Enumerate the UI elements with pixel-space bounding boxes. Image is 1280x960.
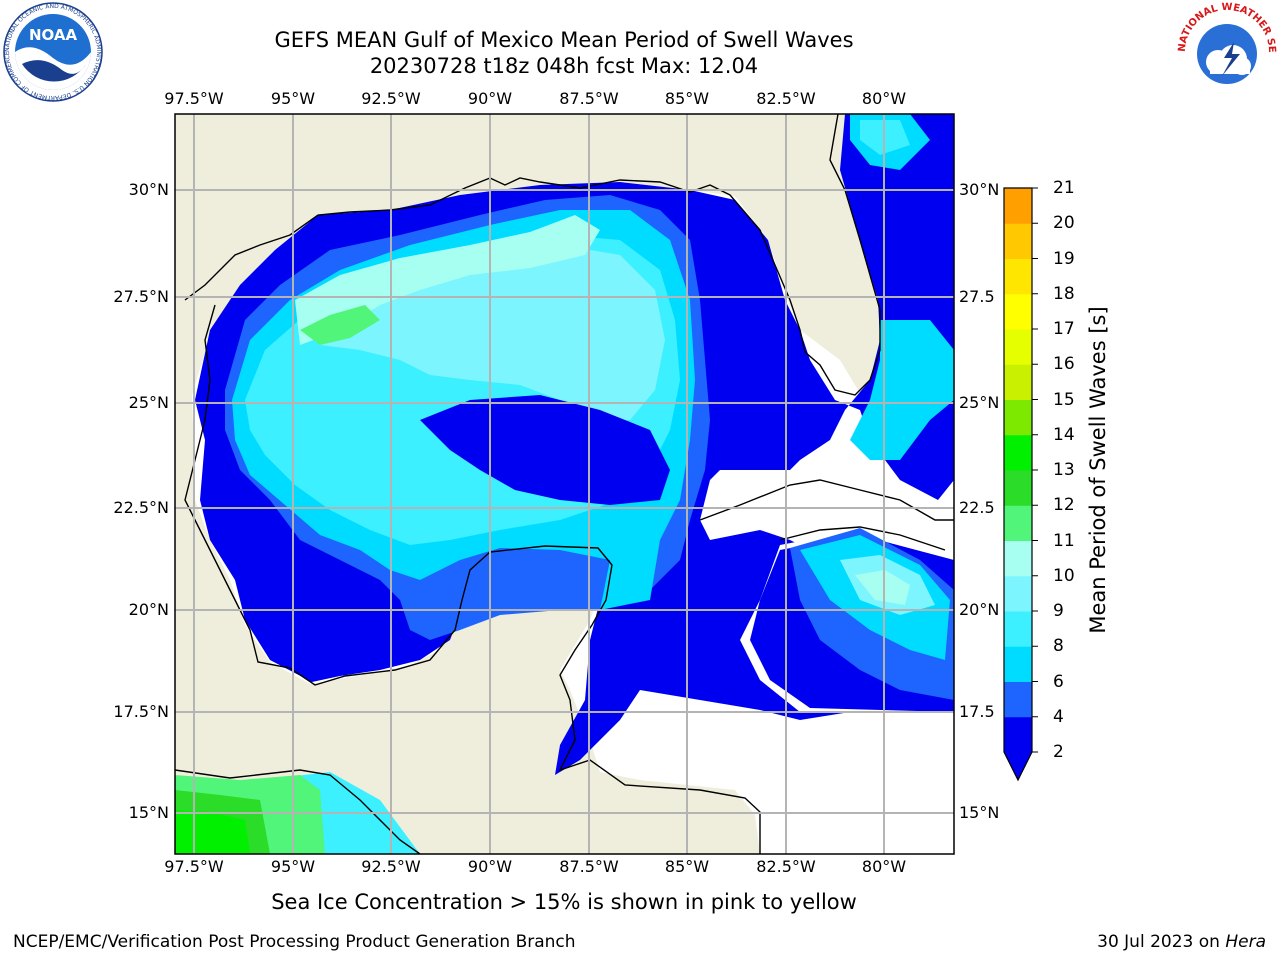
colorbar-block <box>1004 470 1032 506</box>
gulf-deep-low-period-core <box>420 395 670 505</box>
caribbean-swell-10-11s <box>855 570 910 605</box>
colorbar-tick-label: 12 <box>1053 495 1075 516</box>
colorbar-tick-label: 18 <box>1053 283 1075 304</box>
colorbar-block <box>1004 575 1032 612</box>
lon-label-top: 80°W <box>861 89 907 108</box>
lon-label-top: 90°W <box>467 89 513 108</box>
colorbar-block <box>1004 681 1032 718</box>
lat-label-left: 22.5°N <box>113 498 169 517</box>
colorbar-block <box>1004 293 1032 330</box>
colorbar-tick-label: 4 <box>1053 706 1064 727</box>
lat-label-left: 17.5°N <box>113 702 169 721</box>
colorbar-tick-label: 14 <box>1053 424 1075 445</box>
lat-label-right: 15°N <box>959 803 1000 822</box>
colorbar <box>1003 187 1038 782</box>
colorbar-tick-label: 16 <box>1053 354 1075 375</box>
lon-label-top: 82.5°W <box>756 89 816 108</box>
map-frame <box>174 113 955 855</box>
graticule <box>175 114 954 854</box>
colorbar-tick-label: 13 <box>1053 460 1075 480</box>
colorbar-extend-triangle <box>1004 752 1032 780</box>
noaa-logo-text: NOAA <box>29 26 78 44</box>
nws-logo: NATIONAL WEATHER SERVICE <box>1176 2 1277 100</box>
lat-label-left: 30°N <box>128 180 169 199</box>
colorbar-title: Mean Period of Swell Waves [s] <box>1086 306 1110 634</box>
lon-label-bottom: 85°W <box>664 857 710 876</box>
colorbar-block <box>1004 223 1032 259</box>
lon-label-top: 92.5°W <box>361 89 421 108</box>
colorbar-frame <box>1003 187 1033 782</box>
colorbar-tick-label: 11 <box>1053 530 1075 551</box>
lon-label-top: 87.5°W <box>559 89 619 108</box>
colorbar-block <box>1004 434 1032 471</box>
florida-straits-swell <box>850 320 954 460</box>
colorbar-tick-label: 15 <box>1053 389 1075 410</box>
lon-label-bottom: 92.5°W <box>361 857 421 876</box>
lat-label-right: 17.5 <box>959 702 995 721</box>
colorbar-block <box>1004 611 1032 647</box>
colorbar-tick-label: 9 <box>1053 601 1064 621</box>
colorbar-tick-label: 6 <box>1053 671 1064 692</box>
colorbar-tick-label: 19 <box>1053 248 1075 269</box>
lon-label-bottom: 90°W <box>467 857 513 876</box>
coastline <box>175 114 954 854</box>
lat-label-right: 25°N <box>959 393 1000 412</box>
chart-title: GEFS MEAN Gulf of Mexico Mean Period of … <box>274 28 854 52</box>
colorbar-block <box>1004 716 1032 753</box>
lon-label-bottom: 82.5°W <box>756 857 816 876</box>
lon-label-top: 95°W <box>270 89 316 108</box>
colorbar-block <box>1004 540 1032 577</box>
colorbar-block <box>1004 505 1032 541</box>
lat-label-right: 20°N <box>959 600 1000 619</box>
lon-label-bottom: 87.5°W <box>559 857 619 876</box>
colorbar-block <box>1004 646 1032 682</box>
colorbar-block <box>1004 188 1032 224</box>
lat-label-left: 20°N <box>128 600 169 619</box>
lat-label-right: 27.5 <box>959 287 995 306</box>
colorbar-tick-label: 20 <box>1053 213 1075 234</box>
lat-label-right: 30°N <box>959 180 1000 199</box>
run-date: 30 Jul 2023 <box>1097 932 1194 952</box>
gulf-swell-10-11s <box>295 215 600 345</box>
noaa-logo: NATIONAL OCEANIC AND ATMOSPHERIC ADMINIS… <box>3 2 103 102</box>
gulf-swell-11-12s <box>300 305 380 345</box>
lon-label-top: 85°W <box>664 89 710 108</box>
lon-label-bottom: 80°W <box>861 857 907 876</box>
colorbar-block <box>1004 258 1032 295</box>
chart-subtitle: 20230728 t18z 048h fcst Max: 12.04 <box>369 54 759 78</box>
credit-line: NCEP/EMC/Verification Post Processing Pr… <box>13 932 576 952</box>
colorbar-block <box>1004 329 1032 365</box>
lon-label-bottom: 97.5°W <box>164 857 224 876</box>
lon-label-top: 97.5°W <box>164 89 224 108</box>
colorbar-tick-label: 2 <box>1053 742 1064 762</box>
run-host: Hera <box>1225 932 1266 952</box>
run-on: on <box>1198 932 1220 952</box>
colorbar-tick-label: 8 <box>1053 636 1064 657</box>
lat-label-left: 25°N <box>128 393 169 412</box>
colorbar-tick-label: 21 <box>1053 178 1075 198</box>
colorbar-tick-label: 10 <box>1053 565 1075 586</box>
sea-ice-note: Sea Ice Concentration > 15% is shown in … <box>271 890 857 914</box>
colorbar-tick-label: 17 <box>1053 319 1075 339</box>
lon-label-bottom: 95°W <box>270 857 316 876</box>
lat-label-left: 27.5°N <box>113 287 169 306</box>
lat-label-right: 22.5 <box>959 498 995 517</box>
lat-label-left: 15°N <box>128 803 169 822</box>
date-line: 30 Jul 2023 on Hera <box>1097 932 1266 952</box>
colorbar-block <box>1004 399 1032 436</box>
colorbar-block <box>1004 364 1032 400</box>
